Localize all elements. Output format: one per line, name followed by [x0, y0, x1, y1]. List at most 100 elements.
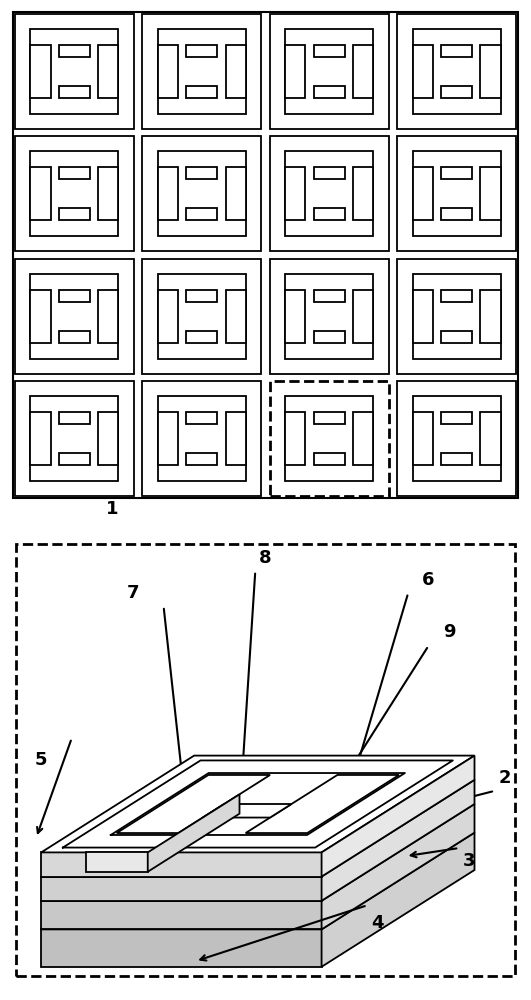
Bar [314, 290, 345, 302]
Bar [441, 167, 472, 179]
Bar [441, 208, 472, 220]
Polygon shape [41, 852, 322, 877]
Bar [30, 29, 118, 114]
Bar [98, 45, 118, 98]
Bar [59, 290, 90, 302]
Bar [30, 396, 118, 481]
Bar [481, 412, 501, 465]
Bar [413, 412, 433, 465]
Bar [441, 453, 472, 465]
Bar [158, 290, 178, 343]
Bar [285, 151, 373, 236]
Polygon shape [41, 756, 475, 852]
Bar [30, 151, 118, 236]
Text: 8: 8 [259, 549, 272, 567]
Bar [98, 290, 118, 343]
Bar [353, 290, 373, 343]
Bar [226, 45, 246, 98]
Bar [441, 290, 472, 302]
Bar [30, 274, 118, 359]
Bar [314, 331, 345, 343]
Bar [158, 274, 246, 359]
Bar [314, 86, 345, 98]
Bar [353, 412, 373, 465]
Bar [413, 167, 433, 220]
Bar [226, 290, 246, 343]
Polygon shape [41, 780, 475, 877]
Text: 7: 7 [127, 584, 139, 602]
Polygon shape [322, 833, 475, 967]
Bar [142, 259, 261, 374]
Bar [314, 412, 345, 424]
Bar [15, 136, 134, 251]
Text: 9: 9 [443, 623, 455, 641]
Bar [397, 259, 516, 374]
Bar [158, 29, 246, 114]
Bar [285, 396, 373, 481]
Bar [59, 167, 90, 179]
Bar [270, 14, 389, 129]
Bar [413, 290, 433, 343]
Bar [270, 381, 389, 496]
Bar [413, 151, 501, 236]
Bar [15, 14, 134, 129]
Bar [397, 381, 516, 496]
Bar [158, 396, 246, 481]
Bar [186, 45, 217, 57]
Bar [481, 290, 501, 343]
Bar [30, 412, 50, 465]
Bar [15, 259, 134, 374]
Bar [30, 290, 50, 343]
Bar [413, 45, 433, 98]
Polygon shape [86, 852, 148, 872]
Bar [186, 453, 217, 465]
Polygon shape [203, 804, 292, 818]
Polygon shape [41, 929, 322, 967]
Bar [413, 29, 501, 114]
Bar [186, 331, 217, 343]
Bar [397, 14, 516, 129]
Bar [285, 45, 305, 98]
Bar [270, 259, 389, 374]
Bar [285, 290, 305, 343]
Bar [59, 412, 90, 424]
Bar [226, 167, 246, 220]
Bar [158, 412, 178, 465]
Bar [353, 167, 373, 220]
Bar [314, 167, 345, 179]
Bar [186, 86, 217, 98]
Bar [158, 151, 246, 236]
Bar [481, 45, 501, 98]
Text: 4: 4 [371, 914, 384, 932]
Bar [481, 167, 501, 220]
Bar [441, 45, 472, 57]
Polygon shape [41, 804, 475, 901]
Bar [142, 381, 261, 496]
Bar [226, 412, 246, 465]
Bar [270, 136, 389, 251]
Polygon shape [117, 775, 270, 833]
Text: 2: 2 [499, 769, 511, 787]
Text: 6: 6 [422, 571, 435, 589]
Bar [353, 45, 373, 98]
Bar [186, 290, 217, 302]
Bar [59, 45, 90, 57]
Bar [142, 136, 261, 251]
Polygon shape [41, 877, 322, 901]
Bar [98, 412, 118, 465]
Text: 5: 5 [35, 751, 47, 769]
Bar [314, 208, 345, 220]
Bar [59, 331, 90, 343]
Bar [186, 167, 217, 179]
Polygon shape [148, 794, 239, 872]
Bar [142, 14, 261, 129]
Polygon shape [322, 804, 475, 929]
Polygon shape [322, 780, 475, 901]
Bar [441, 331, 472, 343]
Bar [413, 274, 501, 359]
Bar [314, 45, 345, 57]
Text: 1: 1 [106, 500, 119, 518]
Bar [285, 274, 373, 359]
Bar [441, 412, 472, 424]
Bar [397, 136, 516, 251]
